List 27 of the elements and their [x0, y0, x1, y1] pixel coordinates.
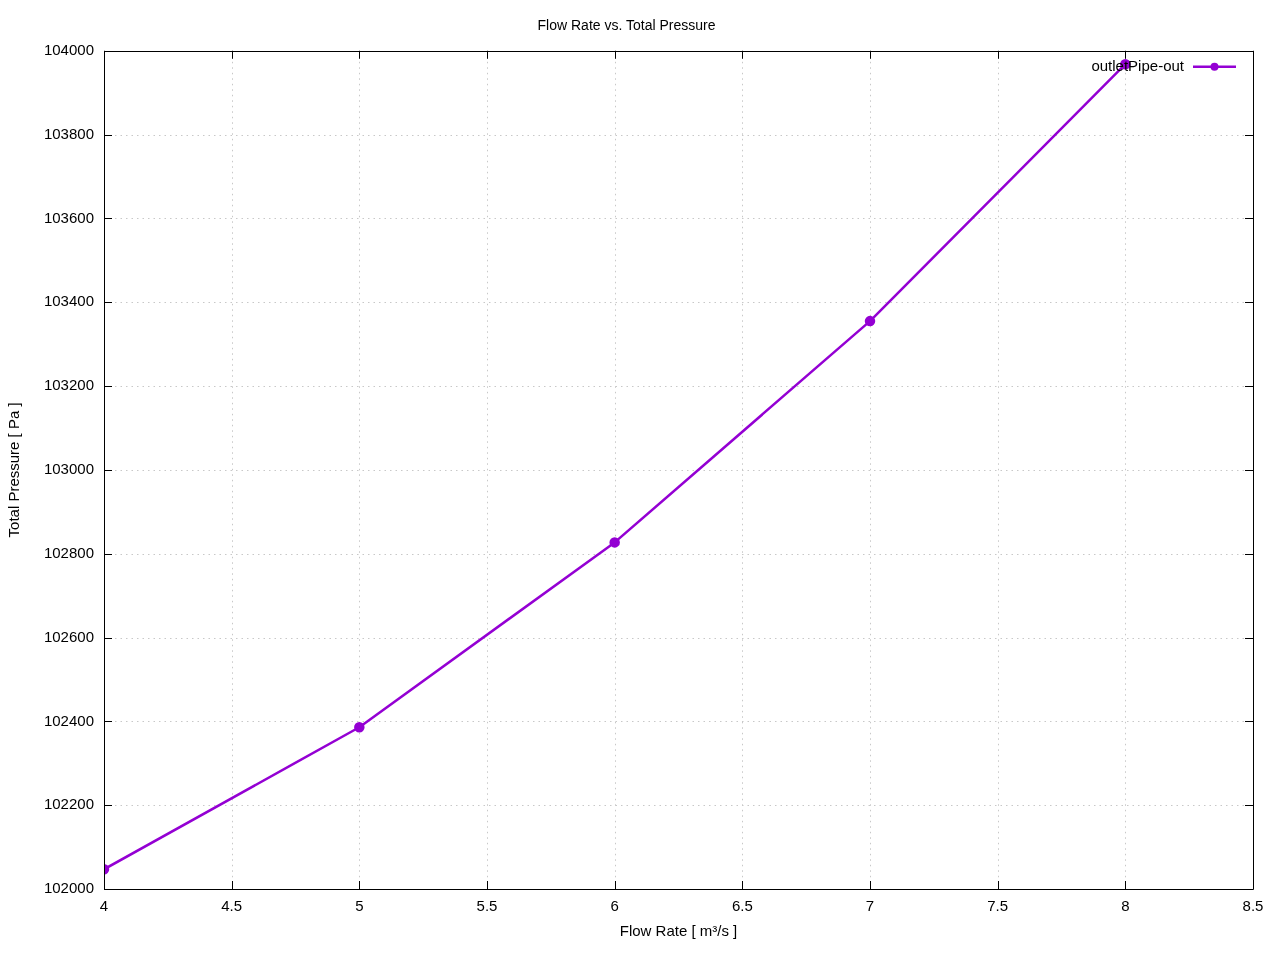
y-tick-label: 103800 [43, 124, 94, 142]
x-tick-label: 8 [1121, 897, 1130, 915]
x-tick-label: 6.5 [731, 897, 753, 915]
y-tick-label: 102000 [43, 879, 94, 897]
x-tick-label: 5 [355, 897, 364, 915]
y-tick-label: 104000 [43, 40, 94, 58]
x-tick-label: 8.5 [1242, 897, 1264, 915]
x-tick-label: 4 [99, 897, 109, 915]
point [354, 721, 365, 733]
x-tick-label: 6 [610, 897, 619, 915]
y-tick-label: 103600 [43, 208, 94, 226]
x-tick-label: 7.5 [987, 897, 1009, 915]
chart-title: Flow Rate vs. Total Pressure [537, 17, 716, 34]
y-tick-label: 102600 [43, 627, 94, 645]
x-tick-label: 4.5 [221, 897, 243, 915]
y-tick-label: 102200 [43, 795, 94, 813]
y-tick-label: 103400 [43, 292, 94, 310]
y-tick-label: 102400 [43, 711, 94, 729]
y-tick-label: 103000 [43, 460, 94, 478]
x-tick-label: 5.5 [476, 897, 498, 915]
x-tick-label: 7 [865, 897, 875, 915]
y-tick-label: 103200 [43, 376, 94, 394]
y-tick-label: 102800 [43, 543, 94, 561]
point [864, 315, 876, 327]
x-axis-title: Flow Rate [ m³/s ] [619, 922, 738, 940]
point [609, 537, 620, 548]
y-axis-title: Total Pressure [ Pa ] [5, 402, 23, 538]
